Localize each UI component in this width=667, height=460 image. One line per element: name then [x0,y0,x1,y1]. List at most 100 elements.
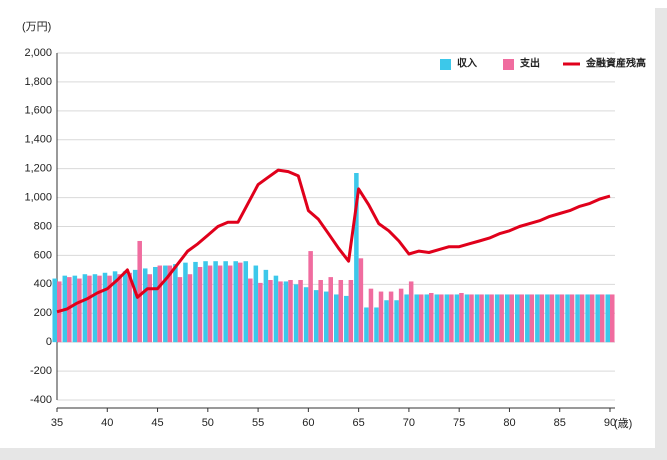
y-tick-label: 1,200 [24,163,52,175]
bar [535,294,540,343]
bar [549,294,555,343]
bar [474,294,480,343]
frame-shadow [0,448,667,460]
x-tick-label: 50 [202,417,214,429]
x-tick-label: 65 [353,417,365,429]
bar [283,281,289,343]
x-tick-label: 80 [503,417,515,429]
y-tick-label: 200 [34,307,52,319]
bar [444,294,450,343]
x-tick-label: 45 [151,417,163,429]
line [56,168,611,314]
x-tick-label: 90 [604,417,616,429]
bar [137,240,142,343]
legend-label: 支出 [519,57,540,70]
y-tick-label: 2,000 [24,47,52,59]
bar [605,294,610,343]
bar [288,279,293,343]
x-axis-unit: (歳) [614,417,632,430]
bar [233,261,238,343]
bar [504,294,510,343]
bar [82,274,88,343]
bar [459,293,464,343]
bar [253,265,259,343]
bar [187,274,193,343]
bar [197,266,203,343]
bar [384,300,389,343]
bar [173,264,178,343]
bar [408,281,414,343]
bar [479,294,484,343]
bar [183,262,188,343]
legend-swatch [503,59,514,70]
bar [147,274,153,343]
bar [344,295,349,343]
x-tick-label: 60 [302,417,314,429]
bar [303,287,309,343]
bar [358,258,364,343]
bar [424,294,430,343]
x-tick-label: 35 [51,417,63,429]
y-axis-unit: (万円) [22,21,51,33]
bar [569,294,575,343]
legend-label: 金融資産残高 [585,57,646,70]
bar [449,294,454,343]
bar [207,265,213,343]
bar [112,271,118,343]
bar [579,294,585,343]
bar [117,274,122,343]
bar [565,294,570,343]
bar [52,278,57,343]
bar [559,294,565,343]
bar [193,261,198,343]
bar [157,265,163,343]
x-tick-label: 85 [554,417,566,429]
bar [599,294,605,343]
bar [227,265,233,343]
bar [217,265,223,343]
y-tick-label: 400 [34,278,52,290]
bar [273,275,279,343]
bar [223,261,228,343]
bar [268,279,273,343]
bar [318,279,323,343]
bar [429,293,434,343]
frame-shadow [655,8,667,460]
bar [163,265,168,343]
y-tick-label: 1,800 [24,76,52,88]
bar [509,294,514,343]
bar [323,291,329,343]
bar [494,294,500,343]
bar [368,288,374,343]
y-tick-label: 1,600 [24,105,52,117]
x-tick-label: 70 [403,417,415,429]
bar [67,277,72,343]
bar [122,271,128,343]
bar [398,288,404,343]
bar [97,275,102,343]
bar [263,269,269,343]
bar [92,274,98,343]
bar [72,275,78,343]
bar [418,294,424,343]
bar [77,278,82,343]
bar [404,294,409,343]
bar [142,268,148,343]
bar [378,291,384,343]
bar [237,262,243,343]
bar [575,294,580,343]
bar [308,251,313,343]
bar [489,294,494,343]
bar [469,294,474,343]
bar [374,307,379,343]
x-tick-label: 40 [101,417,113,429]
bar [529,294,535,343]
bar [364,307,369,343]
bar [248,278,253,343]
y-tick-label: 1,000 [24,191,52,203]
y-tick-label: 800 [34,220,52,232]
bar [298,279,303,343]
bar [167,265,173,343]
bar [394,300,399,343]
